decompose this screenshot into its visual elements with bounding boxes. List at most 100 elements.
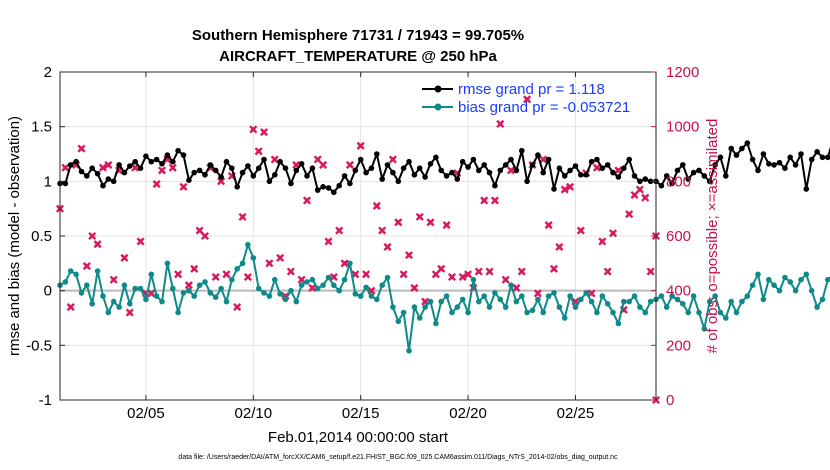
rmse-point: [776, 159, 783, 166]
rmse-point: [325, 185, 332, 191]
chart-title-line2: AIRCRAFT_TEMPERATURE @ 250 hPa: [219, 48, 497, 65]
bias-point: [352, 291, 359, 297]
rmse-point: [481, 162, 488, 168]
obs-assimilated-marker: [576, 226, 585, 235]
rmse-point: [782, 165, 788, 171]
obs-assimilated-marker: [598, 237, 607, 246]
rmse-point: [121, 169, 128, 176]
rmse-series-line: [60, 142, 830, 194]
rmse-point: [470, 156, 477, 163]
obs-assimilated-marker: [61, 163, 70, 172]
obs-marker-core: [385, 244, 390, 250]
bias-point: [100, 293, 106, 299]
rmse-point: [690, 169, 697, 176]
bias-point: [798, 276, 804, 283]
bias-point: [578, 296, 584, 303]
rmse-point: [282, 165, 289, 171]
rmse-point: [567, 167, 573, 174]
obs-assimilated-marker: [592, 163, 601, 172]
rmse-point: [196, 167, 203, 174]
rmse-point: [604, 162, 611, 168]
y-left-tick-label: 0.5: [31, 228, 52, 245]
bias-point: [669, 293, 675, 299]
rmse-point: [250, 173, 257, 179]
obs-assimilated-marker: [329, 272, 338, 282]
legend: rmse grand pr = 1.118 bias grand pr = -0…: [422, 81, 630, 116]
rmse-point: [67, 162, 74, 168]
obs-marker-core: [95, 242, 100, 247]
obs-marker-core: [111, 277, 116, 282]
rmse-point: [599, 165, 606, 171]
obs-assimilated-marker: [410, 283, 419, 292]
obs-marker-core: [245, 274, 251, 280]
bias-point: [449, 309, 455, 316]
obs-assimilated-marker: [286, 267, 295, 276]
obs-assimilated-marker: [270, 155, 279, 164]
obs-marker-core: [100, 165, 106, 170]
obs-assimilated-marker: [458, 272, 467, 282]
rmse-point: [674, 167, 681, 174]
bias-point: [422, 304, 428, 310]
rmse-point: [706, 178, 713, 185]
rmse-point: [400, 165, 407, 171]
obs-assimilated-marker: [625, 210, 634, 219]
rmse-point: [701, 173, 708, 179]
bias-point: [551, 290, 557, 296]
bias-point: [594, 309, 600, 316]
bias-point: [207, 290, 214, 296]
obs-marker-core: [294, 162, 299, 168]
rmse-point: [234, 184, 240, 190]
obs-assimilated-marker: [238, 212, 247, 221]
bias-point: [470, 276, 477, 283]
rmse-point: [551, 186, 557, 192]
obs-marker-core: [487, 269, 492, 274]
obs-marker-core: [299, 277, 304, 282]
bias-point: [572, 304, 579, 310]
bias-point: [792, 287, 799, 294]
rmse-point: [712, 162, 718, 168]
bias-point: [545, 293, 552, 299]
obs-assimilated-marker: [313, 155, 322, 164]
obs-marker-core: [353, 272, 358, 277]
obs-marker-core: [632, 192, 637, 198]
rmse-point: [288, 180, 294, 187]
bias-point: [604, 301, 611, 307]
bias-point: [787, 279, 793, 285]
y-right-tick-label: 1000: [666, 119, 699, 136]
bias-point: [218, 285, 224, 292]
rmse-point: [561, 173, 568, 179]
bias-point: [94, 268, 101, 274]
rmse-point: [572, 163, 579, 169]
rmse-point: [212, 167, 219, 174]
bias-point: [73, 271, 79, 278]
obs-marker-core: [374, 203, 379, 209]
bias-point: [223, 298, 230, 305]
bias-point: [390, 304, 396, 310]
rmse-point: [588, 158, 595, 165]
rmse-point: [631, 173, 638, 179]
rmse-point: [73, 158, 79, 165]
obs-assimilated-marker: [157, 166, 167, 175]
obs-assimilated-marker: [501, 275, 510, 284]
rmse-point: [320, 184, 326, 190]
bias-point: [384, 274, 391, 281]
rmse-point: [535, 152, 541, 158]
x-tick-label: 02/20: [449, 405, 487, 422]
bias-point: [696, 309, 702, 316]
obs-assimilated-marker: [388, 155, 397, 164]
rmse-point: [723, 173, 729, 179]
rmse-point: [766, 161, 772, 167]
obs-assimilated-marker: [533, 289, 542, 298]
obs-marker-core: [331, 274, 337, 280]
obs-marker-core: [406, 252, 412, 258]
bias-point: [760, 296, 767, 303]
obs-marker-core: [224, 272, 229, 277]
bias-point: [626, 298, 632, 305]
bias-point: [191, 293, 197, 299]
rmse-point: [175, 147, 181, 154]
obs-marker-core: [267, 261, 272, 266]
rmse-point: [626, 156, 632, 163]
obs-assimilated-marker: [174, 270, 183, 279]
obs-marker-core: [159, 168, 165, 173]
bias-point: [196, 282, 203, 289]
